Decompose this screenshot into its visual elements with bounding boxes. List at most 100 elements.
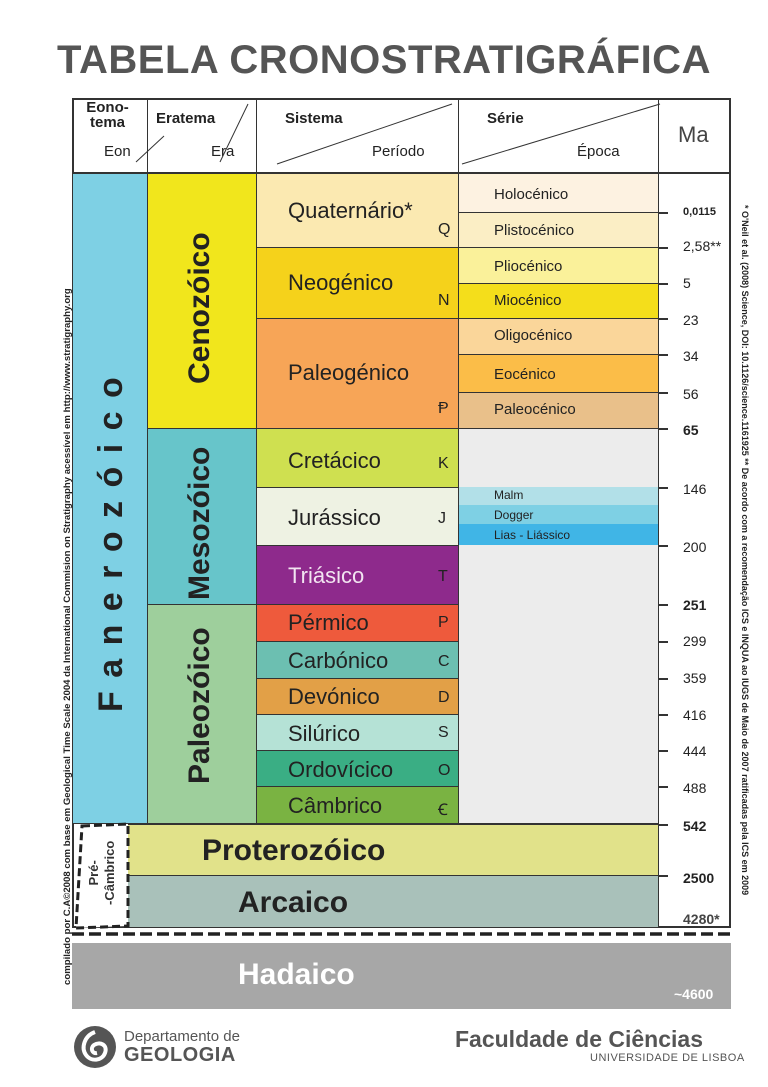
age-tick: [659, 247, 668, 249]
header-sistema: Sistema: [285, 110, 343, 127]
header-epoca: Época: [577, 143, 620, 160]
epoch-label: Plistocénico: [494, 222, 575, 239]
age-label: 65: [683, 422, 699, 438]
dept-line2: GEOLOGIA: [124, 1044, 236, 1066]
period-name: Neogénico: [288, 270, 394, 295]
period-jurassico: [256, 487, 459, 546]
age-label: 56: [683, 386, 699, 402]
faculty-name: Faculdade de Ciências: [455, 1026, 703, 1052]
series-dogger: [459, 505, 658, 524]
eon-fanerozoico-label: F a n e r o z ó i c o: [92, 375, 130, 712]
age-label: 4280*: [683, 911, 720, 927]
period-name: Paleogénico: [288, 360, 410, 385]
header-dividers: [135, 103, 661, 165]
university-name: UNIVERSIDADE DE LISBOA: [590, 1052, 745, 1064]
series-label: Lias - Liássico: [494, 528, 571, 542]
eon-hadaico-label: Hadaico: [238, 958, 355, 991]
epoch-label: Paleocénico: [494, 401, 576, 418]
page-title: TABELA CRONOSTRATIGRÁFICA: [57, 38, 711, 82]
epoch-oligocenico: [458, 318, 659, 355]
age-tick: [659, 487, 668, 489]
period-symbol: T: [438, 568, 448, 585]
age-tick: [659, 318, 668, 320]
period-name: Jurássico: [288, 505, 381, 530]
period-symbol: O: [438, 762, 451, 779]
header-ma: Ma: [678, 122, 709, 147]
period-symbol: D: [438, 689, 450, 706]
series-lias: [459, 524, 658, 545]
age-label: 299: [683, 633, 707, 649]
age-tick: [659, 641, 668, 643]
series-label: Dogger: [494, 508, 534, 522]
header-era: Era: [211, 143, 235, 160]
age-tick: [659, 714, 668, 716]
age-label: 488: [683, 780, 707, 796]
eon-precambrico-label: Pré- -Câmbrico: [86, 840, 117, 905]
age-label: 34: [683, 348, 699, 364]
period-symbol: P: [438, 614, 449, 631]
age-tick: [659, 354, 668, 356]
age-tick: [659, 750, 668, 752]
age-tick: [659, 824, 668, 826]
epoch-label: Oligocénico: [494, 327, 573, 344]
age-tick: [659, 786, 668, 788]
header-col-rule: [147, 98, 148, 172]
period-name: Devónico: [288, 684, 380, 709]
period-cambrico: [256, 786, 459, 824]
precambrico-box: [74, 822, 130, 930]
era-paleozoico: [147, 604, 257, 824]
eon-proterozoico-label: Proterozóico: [202, 834, 386, 867]
period-name: Quaternário*: [288, 198, 413, 223]
period-symbol: S: [438, 724, 449, 741]
age-tick: [659, 875, 668, 877]
header-serie: Série: [487, 110, 524, 127]
age-label: 2500: [683, 870, 715, 886]
age-label: 444: [683, 743, 707, 759]
notes-text: * O'Neil et al. (2008) Science, DOI: 10.…: [740, 205, 750, 896]
period-neogenico: [256, 247, 459, 319]
header-col-rule: [658, 98, 659, 172]
epoch-eocenico: [458, 354, 659, 393]
age-label: 5: [683, 275, 691, 291]
eon-hadaico: [72, 943, 731, 1009]
epoch-paleocenico: [458, 392, 659, 429]
geologia-logo-icon: [74, 1026, 116, 1068]
age-tick: [659, 678, 668, 680]
epoch-plistocenico: [458, 212, 659, 248]
age-label: ~4600: [674, 986, 714, 1002]
age-label: 2,58**: [683, 238, 722, 254]
period-name: Cretácico: [288, 448, 381, 473]
age-label: 146: [683, 481, 707, 497]
age-tick: [659, 428, 668, 430]
age-label: 0,0115: [683, 206, 717, 218]
age-tick: [659, 392, 668, 394]
period-name: Pérmico: [288, 610, 369, 635]
hadaico-dashed-border: [72, 932, 731, 936]
period-name: Triásico: [288, 563, 365, 588]
age-label: 416: [683, 707, 707, 723]
epoch-label: Miocénico: [494, 292, 562, 309]
period-symbol: Ᵽ: [438, 400, 449, 417]
header-col-rule: [458, 98, 459, 172]
period-name: Ordovícico: [288, 757, 394, 782]
age-tick: [659, 604, 668, 606]
header-eratema: Eratema: [156, 110, 216, 127]
period-symbol: J: [438, 510, 446, 527]
age-tick: [659, 212, 668, 214]
age-label: 23: [683, 312, 699, 328]
age-label: 200: [683, 539, 707, 555]
period-symbol: C: [438, 653, 450, 670]
eon-arcaico-label: Arcaico: [238, 886, 349, 919]
header-eon: Eon: [104, 143, 131, 160]
age-label: 542: [683, 818, 707, 834]
era-paleozoico-label: Paleozóico: [183, 627, 216, 784]
period-symbol: N: [438, 292, 450, 309]
age-label: 251: [683, 597, 707, 613]
epoch-label: Holocénico: [494, 186, 569, 203]
epoch-pliocenico: [458, 247, 659, 284]
era-cenozoico-label: Cenozóico: [183, 232, 216, 384]
period-symbol: K: [438, 455, 449, 472]
age-tick: [659, 545, 668, 547]
header-eonotema: Eono- tema: [86, 99, 129, 131]
period-name: Câmbrico: [288, 793, 383, 818]
